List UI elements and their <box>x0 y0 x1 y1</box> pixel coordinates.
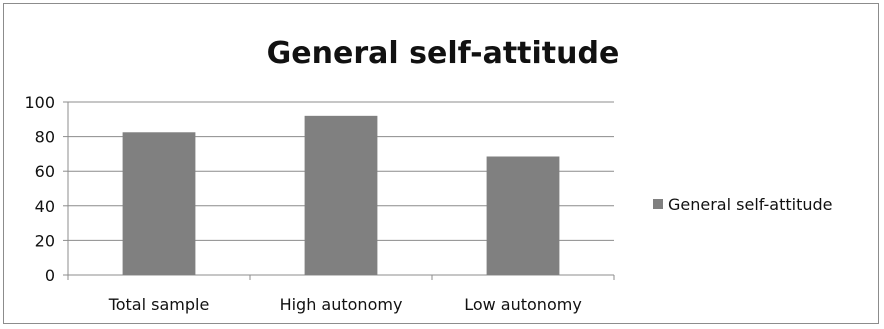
bars <box>122 115 560 275</box>
x-tick-label: Low autonomy <box>464 295 582 314</box>
legend: General self-attitude <box>653 195 833 214</box>
y-tick-label: 80 <box>35 128 55 147</box>
legend-swatch <box>653 199 663 209</box>
y-tick-label: 20 <box>35 231 55 250</box>
bar <box>304 115 378 275</box>
x-tick-label: High autonomy <box>280 295 403 314</box>
bar <box>122 132 196 275</box>
bar <box>486 156 560 275</box>
tick-labels: 0 20 40 60 80 100 Total sample High autonomy Low… <box>24 93 581 314</box>
y-tick-label: 60 <box>35 162 55 181</box>
y-tick-label: 40 <box>35 197 55 216</box>
legend-label: General self-attitude <box>668 195 833 214</box>
x-tick-label: Total sample <box>108 295 210 314</box>
y-tick-label: 100 <box>24 93 55 112</box>
y-tick-label: 0 <box>45 266 55 285</box>
chart-title: General self-attitude <box>267 36 620 71</box>
